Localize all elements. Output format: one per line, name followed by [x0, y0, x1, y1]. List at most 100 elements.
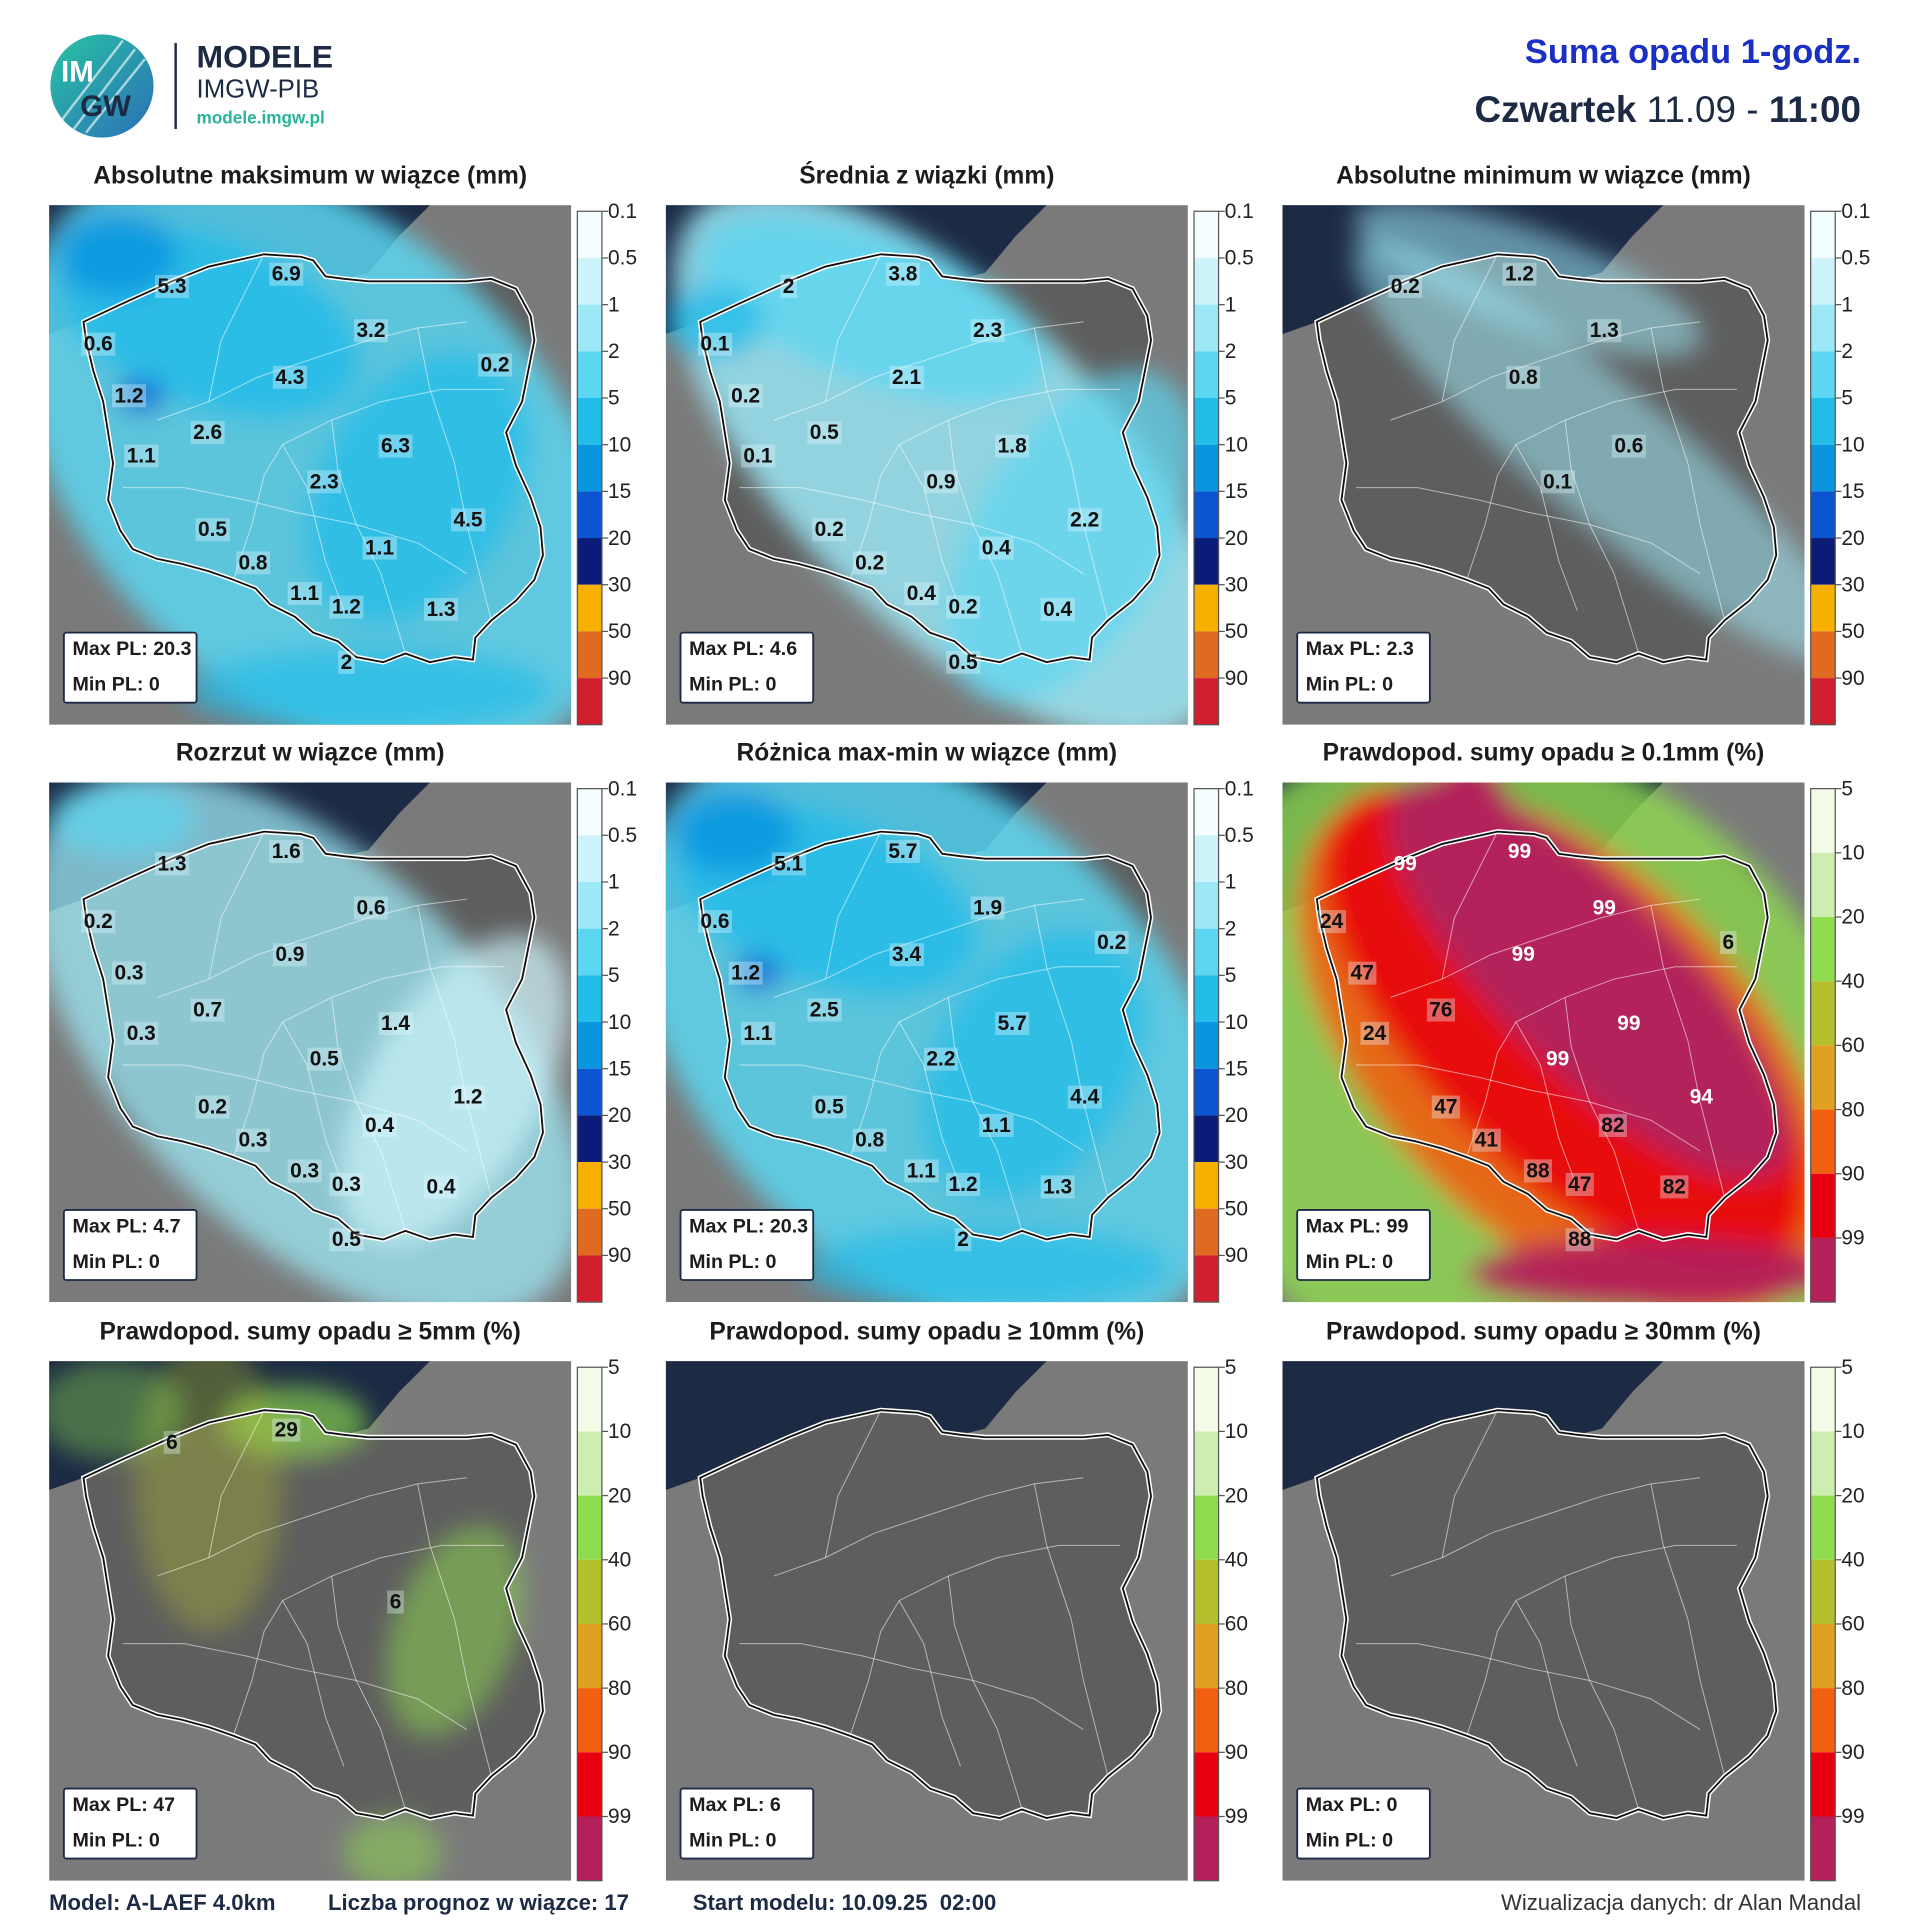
country-border: [699, 1409, 1161, 1819]
country-border: [1315, 1409, 1778, 1819]
logo-stripes: [60, 39, 146, 134]
colorbar-label: 50: [1225, 620, 1248, 643]
label-box: [451, 508, 486, 532]
region-border: [1033, 327, 1109, 621]
region-border: [898, 444, 962, 611]
colorbar-swatch: [1194, 257, 1219, 305]
map-label: 2.1: [892, 366, 921, 389]
stat-max: Max PL: 47: [72, 1794, 175, 1816]
region-border: [1650, 905, 1726, 1198]
colorbar-swatch: [577, 1623, 602, 1689]
colorbar-swatch: [577, 1022, 602, 1069]
map-label: 0.9: [926, 470, 955, 493]
label-box: [885, 262, 920, 286]
precip-area: [340, 934, 569, 1245]
precip-overlay: [49, 205, 572, 725]
stat-max: Max PL: 4.7: [72, 1215, 180, 1237]
label-box: [780, 274, 797, 298]
region-border: [898, 1021, 962, 1189]
label-box: [112, 384, 146, 408]
colorbar-label: 40: [1225, 1549, 1248, 1572]
colorbar-frame: [1810, 210, 1836, 726]
precip-area: [184, 647, 553, 725]
label-box: [1565, 1228, 1594, 1252]
colorbar-swatch: [1810, 1045, 1836, 1110]
colorbar-label: 0.5: [1841, 247, 1870, 270]
colorbar-label: 80: [608, 1677, 631, 1700]
region-border: [1466, 388, 1737, 580]
colorbar-swatch: [1810, 491, 1836, 539]
stat-min: Min PL: 0: [72, 674, 159, 696]
map-label: 0.4: [365, 1114, 394, 1137]
colorbar-frame: [576, 788, 603, 1303]
panel-title: Absolutne minimum w wiązce (mm): [1336, 162, 1751, 189]
colorbar-label: 40: [1841, 1549, 1864, 1572]
colorbar-swatch: [1810, 1173, 1836, 1238]
colorbar-swatch: [1810, 351, 1836, 399]
label-box: [970, 319, 1005, 343]
label-box: [272, 943, 307, 967]
precip-area: [1353, 239, 1805, 663]
map: 5.1 5.7 0.6 1.9 0.2 1.2 3.4 2.5 5.7 1.1 2.2 4.4 0.5 1…: [665, 782, 1188, 1303]
label-box: [852, 551, 887, 575]
map-label: 0.8: [239, 551, 268, 574]
label-box: [1317, 910, 1347, 934]
label-box: [1431, 1095, 1460, 1119]
colorbar-label: 50: [1225, 1197, 1248, 1220]
panel-title: Prawdopod. sumy opadu ≥ 0.1mm (%): [1323, 740, 1765, 767]
map-label: 0.3: [239, 1129, 268, 1152]
colorbar-label: 1: [1225, 871, 1237, 894]
map-label: 0.3: [332, 1173, 361, 1196]
colorbar-label: 0.1: [1225, 200, 1254, 223]
country-border: [1315, 253, 1778, 664]
region-border: [1356, 1064, 1701, 1152]
region-border: [1033, 905, 1109, 1198]
panel: Rozrzut w wiązce (mm) 1.3 1.6 0.2 0.6 0.3 0.9 0…: [49, 740, 637, 1303]
colorbar-label: 90: [1225, 1741, 1248, 1764]
map-label: 3.4: [892, 943, 921, 966]
map-label: 0.2: [84, 910, 113, 933]
label-box: [124, 444, 159, 468]
colorbar-swatch: [1194, 1022, 1219, 1069]
precip-area: [671, 788, 795, 875]
label-box: [807, 998, 842, 1022]
colorbar-label: 5: [1225, 1356, 1237, 1379]
map-label: 99: [1394, 852, 1417, 875]
stats-box: [1296, 1787, 1431, 1860]
region-border: [232, 966, 504, 1158]
colorbar-label: 20: [1841, 1484, 1864, 1507]
panel: Prawdopod. sumy opadu ≥ 10mm (%) Max PL: …: [665, 1318, 1248, 1882]
colorbar-swatch: [577, 678, 602, 725]
colorbar-swatch: [1194, 584, 1219, 632]
footer-start: Start modelu: 10.09.25 02:00: [693, 1890, 997, 1915]
footer-model: Model: A-LAEF 4.0km: [49, 1890, 275, 1915]
region-border: [208, 831, 265, 980]
stat-min: Min PL: 0: [689, 1251, 776, 1273]
colorbar-label: 0.1: [1225, 777, 1254, 800]
label-box: [954, 1228, 972, 1252]
label-box: [236, 551, 271, 575]
label-box: [155, 852, 189, 876]
label-box: [697, 332, 733, 356]
label-box: [195, 518, 230, 542]
colorbar-swatch: [1810, 1237, 1836, 1303]
map-label: 1.1: [907, 1159, 936, 1182]
precip-area: [49, 782, 197, 857]
label-box: [81, 332, 116, 356]
label-box: [923, 470, 958, 494]
date: 11.09: [1647, 89, 1736, 130]
panel: Absolutne minimum w wiązce (mm) 0.2 1.2 1.3…: [1282, 162, 1870, 726]
colorbar-swatch: [1194, 928, 1219, 976]
colorbar-swatch: [1810, 538, 1836, 585]
map-label: 1.4: [381, 1012, 410, 1035]
label-box: [740, 444, 776, 468]
map-label: 82: [1601, 1114, 1624, 1137]
label-box: [329, 1228, 364, 1252]
region-border: [1033, 1483, 1109, 1777]
colorbar-swatch: [577, 211, 602, 258]
region-border: [232, 1544, 504, 1736]
map-label: 1.2: [114, 384, 143, 407]
map-label: 1.2: [332, 596, 361, 619]
colorbar-label: 5: [608, 964, 620, 987]
